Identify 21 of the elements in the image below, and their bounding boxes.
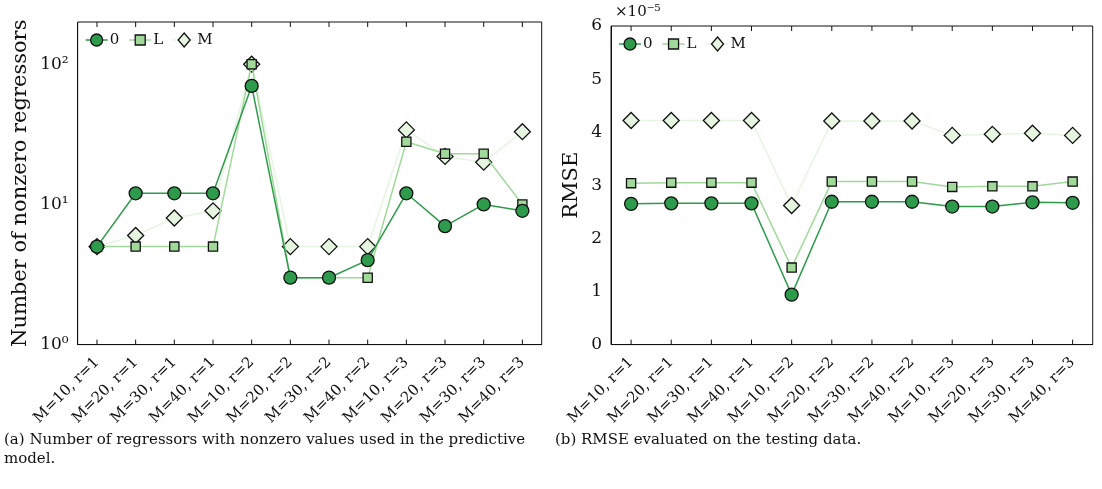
y-tick-label: 3: [591, 173, 603, 194]
legend-label: 0: [109, 29, 120, 48]
legend-label: M: [197, 29, 213, 48]
text: (a) Number of regressors with nonzero values used in the predictive model.: [3, 430, 527, 468]
chart-subtitle: ×10⁻⁵: [615, 2, 661, 21]
legend-label: L: [686, 33, 697, 52]
y-tick-label: 4: [591, 120, 603, 141]
y-tick-label: 2: [591, 226, 603, 247]
y-tick-label: 1: [591, 279, 603, 300]
y-tick-label: 6: [591, 14, 603, 35]
legend-label: 0: [643, 33, 653, 52]
text: (b) RMSE evaluated on the testing data.: [554, 430, 863, 449]
y-tick-label: 10¹: [40, 192, 69, 213]
y-tick-label: 10²: [40, 52, 69, 73]
y-tick-label: 0: [591, 333, 603, 353]
legend-label: M: [730, 33, 746, 52]
y-tick-label: 10⁰: [40, 333, 69, 353]
y-axis-title: RMSE: [558, 151, 583, 219]
y-axis-title: Number of nonzero regressors: [7, 19, 32, 347]
legend-label: L: [153, 29, 164, 48]
y-tick-label: 5: [591, 67, 603, 88]
